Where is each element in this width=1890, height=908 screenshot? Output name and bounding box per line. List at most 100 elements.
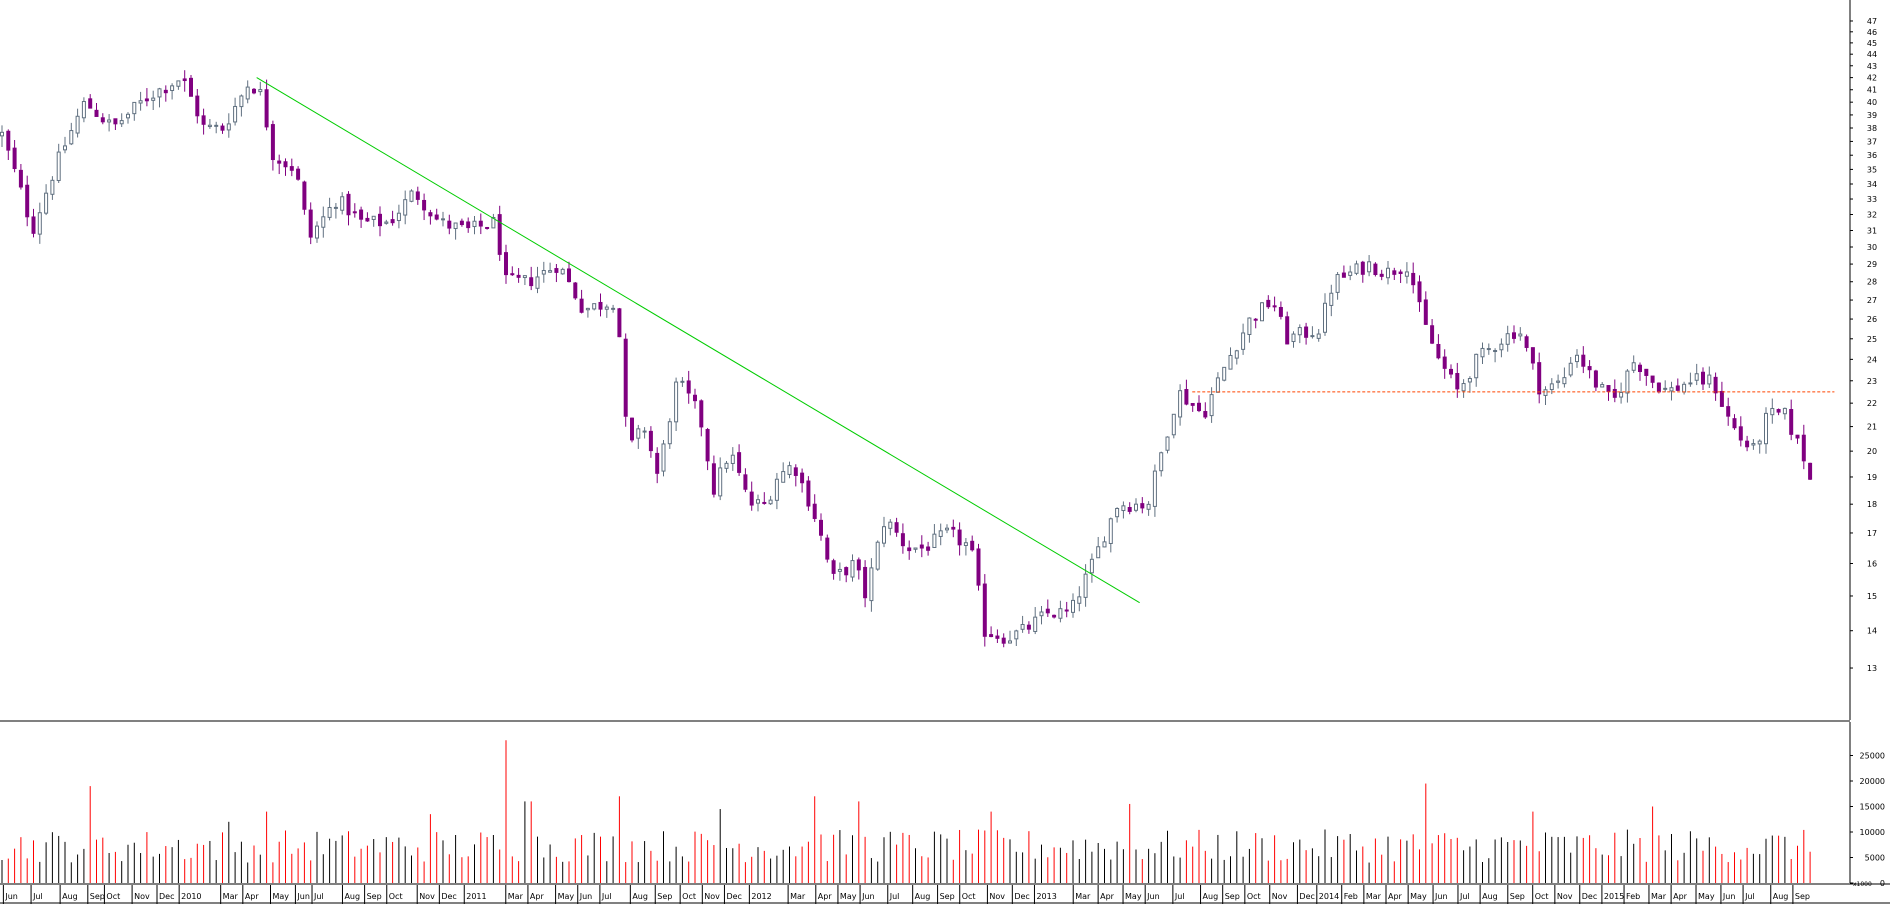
candle-body-up [1171, 413, 1176, 436]
candle-body-down [510, 273, 515, 276]
candle [1386, 261, 1390, 285]
x-tick-label: Sep [657, 892, 672, 901]
candle [982, 574, 987, 647]
candle [598, 293, 603, 317]
candle-body-up [207, 124, 212, 128]
x-tick-label: Nov [419, 892, 435, 901]
candle [611, 304, 616, 313]
candle-body-up [1077, 596, 1082, 604]
candle-body-down [163, 89, 168, 94]
candle-body-down [428, 212, 433, 217]
candle [1253, 317, 1258, 329]
candle-body-down [283, 161, 288, 168]
candle [535, 266, 540, 294]
candle-body-down [497, 214, 502, 255]
candle [1304, 322, 1309, 345]
x-tick-label: 2014 [1319, 892, 1339, 901]
candle-body-up [875, 541, 880, 570]
candle-body-up [132, 101, 137, 115]
price-tick-label: 15 [1867, 592, 1877, 601]
candle-body-up [1467, 378, 1472, 383]
candle-body-down [806, 480, 811, 507]
candle-body-down [630, 417, 634, 441]
candle-body-down [856, 559, 861, 571]
candle-body-down [296, 168, 301, 180]
candle-body-down [1184, 389, 1189, 405]
x-tick-label: Feb [1344, 892, 1358, 901]
x-tick-label: Dec [1299, 892, 1314, 901]
candle-body-up [1159, 452, 1164, 472]
candle-body-up [1178, 390, 1183, 418]
candle-body-down [951, 526, 956, 530]
candle-body-up [1102, 541, 1107, 548]
candle-body-down [113, 118, 118, 125]
candle-body-down [1045, 608, 1050, 614]
candle-body-up [781, 471, 786, 483]
candle [453, 222, 458, 240]
candle [1064, 601, 1069, 618]
candle-body-up [1297, 327, 1302, 336]
x-tick-label: Oct [1247, 892, 1261, 901]
candle [1467, 376, 1472, 393]
candle-body-down [359, 209, 364, 220]
candle-body-down [415, 191, 420, 200]
candle [945, 524, 949, 534]
candle [1008, 630, 1012, 644]
candle [1770, 398, 1775, 424]
candle [245, 80, 250, 104]
candle [510, 266, 515, 276]
candle [1297, 324, 1302, 344]
candle [1442, 349, 1447, 379]
candle-body-down [1650, 375, 1655, 383]
x-tick-label: Jun [296, 892, 310, 901]
candle [315, 221, 319, 243]
candle [157, 87, 162, 108]
candle-body-up [1688, 382, 1693, 385]
candle-body-up [1083, 573, 1088, 598]
candle [1486, 343, 1491, 355]
candle [472, 215, 477, 235]
candle [541, 261, 546, 283]
candle-body-up [441, 218, 445, 221]
candle [762, 492, 767, 505]
candle-body-down [800, 472, 805, 484]
candle-body-down [982, 583, 987, 637]
candle-body-up [75, 115, 80, 134]
candle [1171, 413, 1176, 439]
x-tick-label: Sep [1795, 892, 1810, 901]
x-tick-label: 2013 [1036, 892, 1056, 901]
candle-body-up [611, 307, 616, 310]
candle [415, 186, 420, 205]
candle [378, 206, 382, 237]
candle [1745, 435, 1750, 452]
candle [926, 541, 931, 556]
x-tick-label: Dec [1582, 892, 1597, 901]
candle-body-up [1260, 302, 1264, 322]
candle [1568, 356, 1573, 378]
x-tick-label: Jul [32, 892, 43, 901]
candle-body-up [1480, 347, 1485, 358]
candle-body-up [1215, 377, 1220, 393]
candle-body-up [371, 215, 376, 220]
candle-body-up [321, 216, 326, 228]
volume-tick-label: 5000 [1865, 854, 1885, 863]
candle [1612, 379, 1617, 403]
candle [1285, 311, 1290, 345]
candle [365, 212, 370, 222]
x-tick-label: May [558, 892, 575, 901]
candle-body-up [585, 307, 590, 311]
candle-body-up [541, 269, 546, 275]
candle-body-down [1203, 411, 1208, 418]
candle-body-down [100, 117, 105, 123]
candle [875, 540, 880, 571]
candle [81, 97, 86, 123]
candle [718, 457, 723, 501]
x-tick-label: Apr [818, 892, 833, 901]
candle-body-up [1499, 343, 1504, 351]
candle [1140, 497, 1145, 514]
candle-body-up [718, 467, 723, 497]
x-tick-label: Nov [704, 892, 720, 901]
candle-body-up [1757, 440, 1762, 445]
candle [661, 439, 666, 477]
price-panel: 13 14 15 16 17 18 19 20 21 22 23 24 25 26 27 28 29 30 31 32… [0, 0, 1877, 720]
